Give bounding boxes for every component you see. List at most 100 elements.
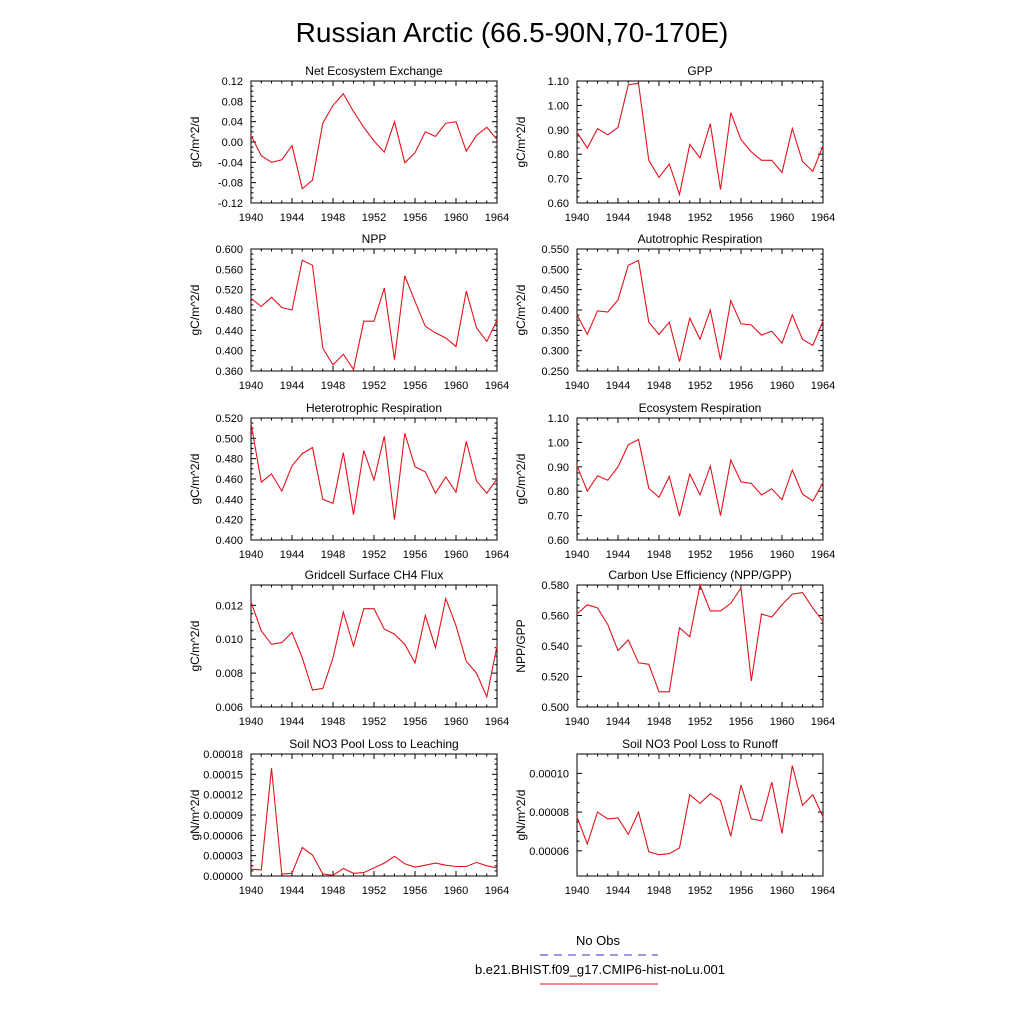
y-tick-label: 0.520 [215, 285, 243, 297]
y-tick-label: 0.04 [222, 117, 243, 129]
y-axis-label: gC/m^2/d [188, 285, 202, 336]
y-tick-label: 0.440 [215, 325, 243, 337]
y-tick-label: -0.08 [218, 178, 243, 190]
y-axis-label: gC/m^2/d [514, 117, 528, 168]
y-tick-label: 0.480 [215, 454, 243, 466]
x-tick-label: 1948 [321, 549, 345, 561]
chart-panel-7: Gridcell Surface CH4 Flux gC/m^2/d 1940 194… [188, 568, 509, 728]
legend: No Obs b.e21.BHIST.f09_g17.CMIP6-hist-no… [475, 933, 725, 985]
legend-label-model-run: b.e21.BHIST.f09_g17.CMIP6-hist-noLu.001 [475, 962, 725, 977]
y-tick-label: 0.560 [541, 611, 569, 623]
chart-title: Carbon Use Efficiency (NPP/GPP) [608, 568, 791, 582]
series-line [576, 438, 824, 517]
series-line [576, 583, 824, 693]
y-axis-label: gC/m^2/d [188, 117, 202, 168]
chart-panel-5: Heterotrophic Respiration gC/m^2/d 1940 194… [188, 401, 509, 561]
y-tick-label: 0.00008 [529, 807, 569, 819]
y-tick-label: 0.580 [541, 580, 569, 592]
x-tick-label: 1964 [811, 212, 835, 224]
y-tick-label: 0.360 [215, 366, 243, 378]
x-tick-label: 1940 [565, 549, 589, 561]
chart-title: Ecosystem Respiration [639, 401, 762, 415]
figure-title: Russian Arctic (66.5-90N,70-170E) [296, 17, 729, 48]
y-tick-label: 0.010 [215, 634, 243, 646]
chart-panels: Net Ecosystem Exchange gC/m^2/d 1940 1944 19… [188, 64, 835, 897]
plot-frame [250, 753, 498, 877]
chart-title: Heterotrophic Respiration [306, 401, 442, 415]
x-tick-label: 1952 [362, 716, 386, 728]
chart-panel-4: Autotrophic Respiration gC/m^2/d 1940 1944 1… [514, 232, 835, 392]
y-axis-label: gC/m^2/d [188, 454, 202, 505]
chart-panel-10: Soil NO3 Pool Loss to Runoff gN/m^2/d 1940… [514, 737, 835, 897]
x-tick-label: 1952 [362, 549, 386, 561]
y-tick-label: 0.550 [541, 244, 569, 256]
x-tick-label: 1964 [485, 716, 509, 728]
x-tick-label: 1964 [811, 380, 835, 392]
x-tick-label: 1944 [280, 380, 304, 392]
x-tick-label: 1944 [280, 885, 304, 897]
series-line [576, 82, 824, 197]
x-tick-label: 1944 [280, 549, 304, 561]
y-tick-label: 0.520 [541, 672, 569, 684]
chart-panel-6: Ecosystem Respiration gC/m^2/d 1940 1944 194… [514, 401, 835, 561]
y-tick-label: 0.00009 [203, 810, 243, 822]
x-tick-label: 1952 [688, 212, 712, 224]
y-tick-label: 0.500 [215, 433, 243, 445]
x-tick-label: 1964 [485, 885, 509, 897]
y-axis-label: gC/m^2/d [514, 285, 528, 336]
y-tick-label: 0.250 [541, 366, 569, 378]
x-tick-label: 1940 [239, 885, 263, 897]
x-tick-label: 1952 [362, 212, 386, 224]
x-tick-label: 1944 [606, 212, 630, 224]
x-tick-label: 1948 [321, 380, 345, 392]
chart-title: Gridcell Surface CH4 Flux [305, 568, 444, 582]
x-tick-label: 1940 [565, 380, 589, 392]
y-tick-label: 1.00 [548, 437, 569, 449]
y-tick-label: 0.008 [215, 668, 243, 680]
chart-title: Soil NO3 Pool Loss to Leaching [289, 737, 458, 751]
x-tick-label: 1964 [811, 716, 835, 728]
y-tick-label: -0.12 [218, 198, 243, 210]
y-tick-label: 0.500 [541, 702, 569, 714]
y-tick-label: 0.90 [548, 125, 569, 137]
series-line [250, 768, 498, 876]
y-tick-label: 0.400 [215, 346, 243, 358]
x-tick-label: 1944 [280, 716, 304, 728]
y-tick-label: 0.500 [541, 264, 569, 276]
series-line [250, 423, 498, 520]
legend-label-no-obs: No Obs [576, 933, 621, 948]
y-axis-label: gN/m^2/d [188, 790, 202, 841]
y-tick-label: 0.012 [215, 600, 243, 612]
x-tick-label: 1956 [729, 380, 753, 392]
chart-panel-8: Carbon Use Efficiency (NPP/GPP) NPP/GPP 19… [514, 568, 835, 728]
x-tick-label: 1948 [647, 716, 671, 728]
x-tick-label: 1952 [688, 716, 712, 728]
y-tick-label: 0.00000 [203, 871, 243, 883]
y-tick-label: 0.480 [215, 305, 243, 317]
y-tick-label: 0.70 [548, 174, 569, 186]
y-tick-label: 0.00006 [203, 830, 243, 842]
chart-title: Soil NO3 Pool Loss to Runoff [622, 737, 779, 751]
plot-frame [250, 80, 498, 204]
x-tick-label: 1960 [770, 212, 794, 224]
y-tick-label: -0.04 [218, 157, 243, 169]
plot-frame [576, 584, 824, 708]
chart-title: GPP [687, 64, 712, 78]
x-tick-label: 1960 [444, 212, 468, 224]
x-tick-label: 1956 [403, 549, 427, 561]
x-tick-label: 1956 [403, 716, 427, 728]
series-line [250, 259, 498, 371]
y-tick-label: 0.08 [222, 96, 243, 108]
y-tick-label: 0.450 [541, 285, 569, 297]
y-tick-label: 0.540 [541, 641, 569, 653]
y-tick-label: 0.80 [548, 486, 569, 498]
y-tick-label: 0.00018 [203, 749, 243, 761]
x-tick-label: 1940 [239, 212, 263, 224]
x-tick-label: 1956 [729, 212, 753, 224]
y-tick-label: 0.300 [541, 346, 569, 358]
y-axis-label: gC/m^2/d [188, 621, 202, 672]
x-tick-label: 1948 [647, 380, 671, 392]
x-tick-label: 1948 [647, 885, 671, 897]
y-tick-label: 0.60 [548, 198, 569, 210]
x-tick-label: 1960 [444, 885, 468, 897]
